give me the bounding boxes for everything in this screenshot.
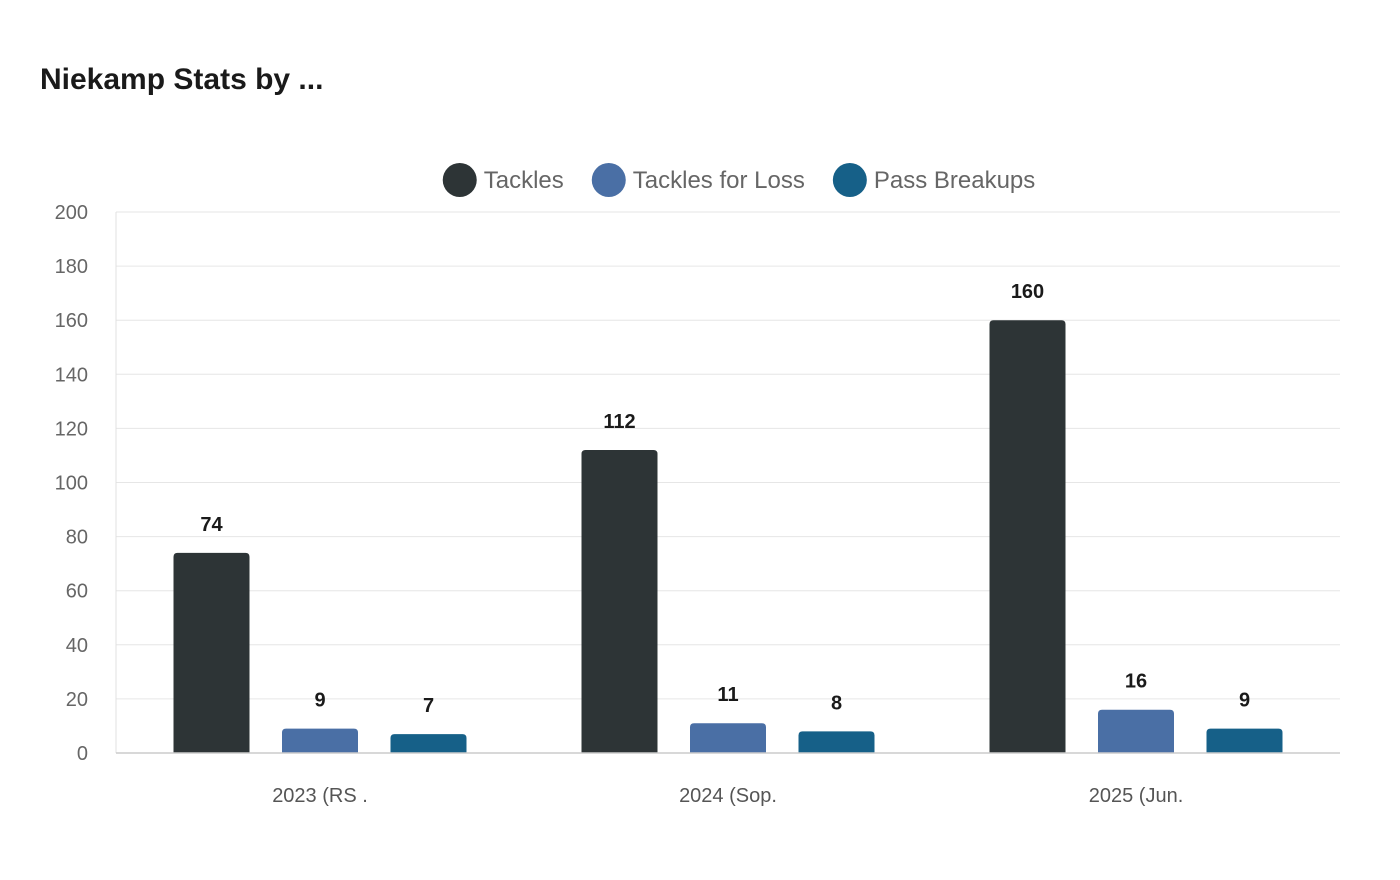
bar-tackles-for-loss[interactable] [1098,709,1174,753]
data-labels: 74 9 7 112 11 8 160 16 9 [200,281,1250,717]
y-tick-label: 60 [66,581,88,603]
data-label: 16 [1125,671,1147,693]
legend-label: Tackles [484,167,564,194]
y-tick-label: 140 [55,364,88,386]
y-tick-label: 80 [66,527,88,549]
y-axis: 0 20 40 60 80 100 120 140 160 180 200 [55,202,117,765]
legend[interactable]: Tackles Tackles for Loss Pass Breakups [442,163,1036,197]
y-tick-label: 160 [55,310,88,332]
x-tick-label: 2024 (Sop. [679,785,777,807]
x-axis: 2023 (RS . 2024 (Sop. 2025 (Jun. [116,752,1340,807]
chart-title: Niekamp Stats by ... [40,63,324,96]
data-label: 112 [603,411,635,433]
bar-tackles[interactable] [989,320,1066,753]
legend-item-tackles-for-loss[interactable]: Tackles for Loss [591,163,805,197]
legend-label: Pass Breakups [874,167,1035,194]
data-label: 9 [1239,690,1250,712]
legend-swatch [591,163,626,197]
data-label: 11 [717,684,738,706]
x-tick-label: 2025 (Jun. [1089,785,1184,807]
bar-pass-breakups[interactable] [390,734,467,753]
bar-tackles-for-loss[interactable] [690,723,766,753]
bar-tackles-for-loss[interactable] [282,728,358,753]
data-label: 7 [423,695,434,717]
legend-item-pass-breakups[interactable]: Pass Breakups [832,163,1035,197]
legend-swatch [832,163,867,197]
legend-label: Tackles for Loss [633,167,805,194]
bars [173,320,1283,753]
y-tick-label: 20 [66,689,88,711]
bar-tackles[interactable] [581,450,658,753]
y-tick-label: 40 [66,635,88,657]
y-tick-label: 120 [55,418,88,440]
bar-pass-breakups[interactable] [1206,728,1283,753]
y-tick-label: 100 [55,473,88,495]
legend-swatch [442,163,477,197]
data-label: 160 [1011,281,1044,303]
x-tick-label: 2023 (RS . [272,785,368,807]
gridlines [116,211,1340,700]
legend-item-tackles[interactable]: Tackles [442,163,564,197]
bar-pass-breakups[interactable] [798,731,875,753]
data-label: 74 [200,514,223,536]
data-label: 9 [314,690,325,712]
y-tick-label: 200 [55,202,88,224]
data-label: 8 [831,692,842,714]
y-tick-label: 180 [55,256,88,278]
bar-tackles[interactable] [173,552,250,753]
y-tick-label: 0 [77,743,88,765]
